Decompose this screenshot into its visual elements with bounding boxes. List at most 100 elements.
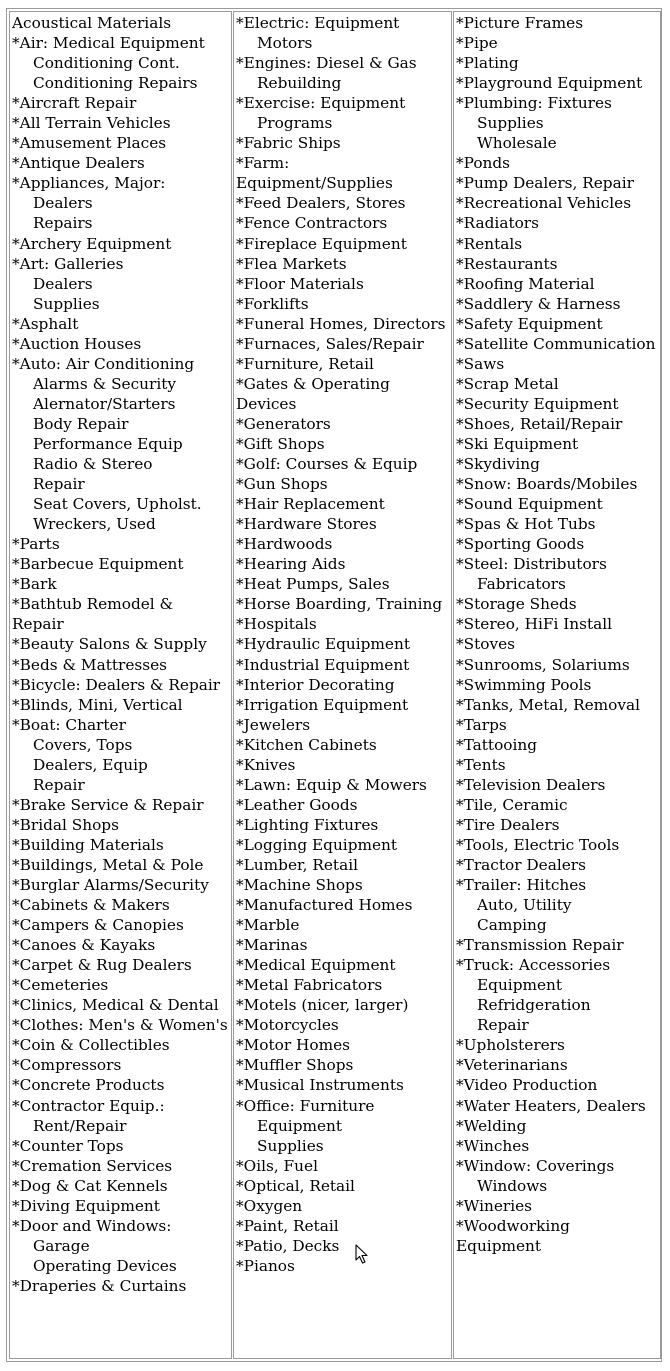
category-subitem: Alarms & Security <box>33 374 177 393</box>
category-item: *Stereo, HiFi Install <box>456 615 613 634</box>
category-item: *Bicycle: Dealers & Repair <box>12 675 221 694</box>
category-subitem: Fabricators <box>477 575 566 594</box>
category-subitem: Conditioning Cont. <box>33 54 180 73</box>
category-item: *Motor Homes <box>236 1036 351 1055</box>
category-item: *Marinas <box>236 936 308 955</box>
category-subitem: Repair <box>33 475 85 494</box>
category-item: *Canoes & Kayaks <box>12 936 156 955</box>
category-item: *Fireplace Equipment <box>236 234 407 253</box>
category-item: *Tile, Ceramic <box>456 795 568 814</box>
category-item: *Cremation Services <box>12 1156 173 1175</box>
category-item: *Asphalt <box>12 314 79 333</box>
category-item: *Metal Fabricators <box>236 976 383 995</box>
category-item: *Machine Shops <box>236 876 363 895</box>
category-subitem: Garage <box>33 1236 90 1255</box>
category-item: *Jewelers <box>236 715 311 734</box>
mouse-pointer-icon <box>355 1244 368 1264</box>
category-item: *Ski Equipment <box>456 434 579 453</box>
category-item: *Irrigation Equipment <box>236 695 409 714</box>
category-item: *Muffler Shops <box>236 1056 354 1075</box>
category-item: *Diving Equipment <box>12 1196 160 1215</box>
category-item: *Medical Equipment <box>236 956 396 975</box>
category-item: *Playground Equipment <box>456 74 643 93</box>
category-item: *Transmission Repair <box>456 936 624 955</box>
category-item: *Hardwoods <box>236 535 333 554</box>
category-item: *Parts <box>12 535 60 554</box>
category-item: *Buildings, Metal & Pole <box>12 855 204 874</box>
category-item: *Exercise: Equipment <box>236 94 406 113</box>
category-item: *Cabinets & Makers <box>12 896 170 915</box>
category-item: *Horse Boarding, Training <box>236 595 443 614</box>
category-item: *Sporting Goods <box>456 535 585 554</box>
category-item: *Patio, Decks <box>236 1236 340 1255</box>
category-item: *Gift Shops <box>236 434 325 453</box>
category-item: *Hair Replacement <box>236 495 385 514</box>
category-item: *Tents <box>456 755 506 774</box>
category-item: *Art: Galleries <box>12 254 124 273</box>
category-item: *Truck: Accessories <box>456 956 611 975</box>
category-item: *Amusement Places <box>12 134 167 153</box>
category-item: *Generators <box>236 414 331 433</box>
category-item: *Satellite Communication <box>456 334 656 353</box>
category-subitem: Programs <box>257 114 333 133</box>
category-column-2: *Electric: Equipment Motors *Engines: Dies… <box>233 11 452 1359</box>
category-subitem: Wreckers, Used <box>33 515 156 534</box>
category-item: *Draperies & Curtains <box>12 1276 187 1295</box>
category-subitem: Dealers <box>33 194 93 213</box>
category-subitem: Seat Covers, Upholst. <box>33 495 202 514</box>
category-item: *Video Production <box>456 1076 598 1095</box>
category-item: *Aircraft Repair <box>12 94 137 113</box>
category-item: *Fence Contractors <box>236 214 388 233</box>
category-item: *Spas & Hot Tubs <box>456 515 596 534</box>
category-item: *Furnaces, Sales/Repair <box>236 334 424 353</box>
category-item: *Office: Furniture <box>236 1096 375 1115</box>
category-item: *Boat: Charter <box>12 715 126 734</box>
category-subitem: Camping <box>477 916 547 935</box>
category-item: *Saws <box>456 354 505 373</box>
category-item: *Burglar Alarms/Security <box>12 876 209 895</box>
category-item: *Trailer: Hitches <box>456 876 587 895</box>
category-item: *Saddlery & Harness <box>456 294 621 313</box>
category-item: *Scrap Metal <box>456 374 559 393</box>
category-item: *Golf: Courses & Equip <box>236 455 418 474</box>
category-item: *Motorcycles <box>236 1016 339 1035</box>
category-item: *Bark <box>12 575 57 594</box>
category-item: *Television Dealers <box>456 775 606 794</box>
category-item: *Swimming Pools <box>456 675 592 694</box>
category-subitem: Covers, Tops <box>33 735 133 754</box>
category-item: *Clothes: Men's & Women's <box>12 1016 228 1035</box>
category-item: *Manufactured Homes <box>236 896 413 915</box>
category-item: *Engines: Diesel & Gas <box>236 54 417 73</box>
category-item: *Antique Dealers <box>12 154 145 173</box>
category-item: *Skydiving <box>456 455 540 474</box>
category-item: *Coin & Collectibles <box>12 1036 170 1055</box>
category-item: *Hydraulic Equipment <box>236 635 410 654</box>
category-item: *Lighting Fixtures <box>236 815 379 834</box>
category-subitem: Supplies <box>477 114 544 133</box>
category-item: *Recreational Vehicles <box>456 194 632 213</box>
category-item: *Tools, Electric Tools <box>456 835 620 854</box>
category-subitem: Equipment <box>257 1116 343 1135</box>
category-column-1: Acoustical Materials *Air: Medical Equipm… <box>9 11 232 1359</box>
category-item: *Air: Medical Equipment <box>12 34 205 53</box>
category-item: *Counter Tops <box>12 1136 124 1155</box>
category-item: *Sound Equipment <box>456 495 603 514</box>
category-item: *Hardware Stores <box>236 515 377 534</box>
category-subitem: Rent/Repair <box>33 1116 127 1135</box>
category-item: *Marble <box>236 916 300 935</box>
category-subitem: Equipment <box>477 976 563 995</box>
category-item: *Ponds <box>456 154 511 173</box>
category-item: *Shoes, Retail/Repair <box>456 414 623 433</box>
category-item: *Blinds, Mini, Vertical <box>12 695 183 714</box>
category-subitem: Operating Devices <box>33 1256 177 1275</box>
category-item: *Tire Dealers <box>456 815 560 834</box>
category-item: *Archery Equipment <box>12 234 172 253</box>
category-subitem: Windows <box>477 1176 548 1195</box>
category-subitem: Refridgeration <box>477 996 591 1015</box>
category-item: *Lawn: Equip & Mowers <box>236 775 427 794</box>
category-item: *Electric: Equipment <box>236 14 400 32</box>
category-item: *Dog & Cat Kennels <box>12 1176 168 1195</box>
category-item: *Storage Sheds <box>456 595 577 614</box>
category-item: *Auction Houses <box>12 334 142 353</box>
category-item: *Upholsterers <box>456 1036 565 1055</box>
